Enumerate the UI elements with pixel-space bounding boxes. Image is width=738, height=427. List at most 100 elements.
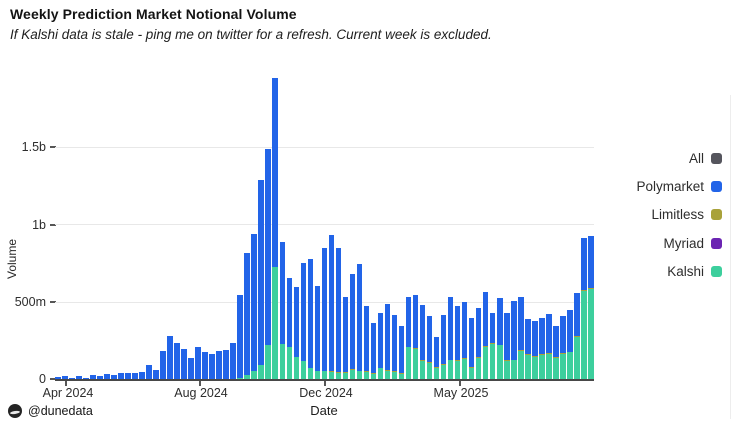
bar-week-73[interactable] <box>560 315 566 380</box>
bar-week-52[interactable] <box>412 294 419 380</box>
bar-week-10[interactable] <box>118 373 124 380</box>
bar-week-12[interactable] <box>132 372 138 380</box>
bar-week-41[interactable] <box>335 248 342 380</box>
bar-week-25[interactable] <box>223 349 229 380</box>
bar-week-54[interactable] <box>426 316 433 380</box>
bar-segment-kalshi <box>244 374 250 380</box>
bar-week-48[interactable] <box>384 304 391 380</box>
bar-week-23[interactable] <box>209 354 215 380</box>
legend-item-all[interactable]: All <box>636 144 722 172</box>
bar-week-27[interactable] <box>237 294 243 380</box>
bar-week-24[interactable] <box>216 351 222 380</box>
bar-week-11[interactable] <box>125 373 131 380</box>
bar-week-77[interactable] <box>588 236 594 380</box>
bar-segment-kalshi <box>300 361 307 380</box>
bar-week-68[interactable] <box>525 319 531 380</box>
bar-week-63[interactable] <box>489 313 496 380</box>
bar-week-34[interactable] <box>286 277 293 380</box>
bar-week-26[interactable] <box>230 342 236 380</box>
bar-segment-limitless <box>468 367 475 369</box>
bar-week-42[interactable] <box>342 297 349 380</box>
bar-week-44[interactable] <box>356 263 363 380</box>
bar-week-43[interactable] <box>349 273 356 380</box>
bar-segment-limitless <box>539 354 545 356</box>
bar-week-7[interactable] <box>97 376 103 380</box>
bar-week-8[interactable] <box>104 374 110 380</box>
bar-segment-polymarket <box>209 354 215 380</box>
bar-week-66[interactable] <box>511 300 517 380</box>
bar-week-70[interactable] <box>539 318 545 380</box>
bar-week-19[interactable] <box>181 349 187 380</box>
bar-week-6[interactable] <box>90 375 96 380</box>
bar-week-39[interactable] <box>321 248 328 380</box>
bar-segment-kalshi <box>546 354 552 380</box>
bar-week-72[interactable] <box>553 325 559 380</box>
bar-week-18[interactable] <box>174 342 180 380</box>
y-tick-mark <box>50 378 56 380</box>
bar-week-60[interactable] <box>468 318 475 380</box>
bar-week-16[interactable] <box>160 351 166 380</box>
bar-week-28[interactable] <box>244 252 250 380</box>
bar-segment-polymarket <box>286 277 293 348</box>
bar-week-37[interactable] <box>307 259 314 380</box>
bar-week-21[interactable] <box>195 346 201 380</box>
bar-week-75[interactable] <box>574 293 580 380</box>
bar-week-45[interactable] <box>363 305 370 380</box>
bar-week-64[interactable] <box>496 297 503 380</box>
bar-week-69[interactable] <box>532 320 538 380</box>
bar-week-46[interactable] <box>370 322 377 380</box>
legend-item-kalshi[interactable]: Kalshi <box>636 258 722 286</box>
bar-week-31[interactable] <box>265 149 271 380</box>
bar-week-9[interactable] <box>111 375 117 380</box>
bar-week-67[interactable] <box>518 297 524 380</box>
bar-week-57[interactable] <box>447 297 454 380</box>
bar-week-4[interactable] <box>76 376 82 380</box>
bar-week-40[interactable] <box>328 235 335 380</box>
bar-week-58[interactable] <box>454 306 461 380</box>
bar-week-55[interactable] <box>433 337 440 380</box>
bar-segment-limitless <box>482 345 489 347</box>
bar-segment-polymarket <box>588 236 594 289</box>
bar-week-3[interactable] <box>69 377 75 380</box>
bar-week-36[interactable] <box>300 262 307 380</box>
bar-week-74[interactable] <box>567 309 573 380</box>
bar-week-76[interactable] <box>581 238 587 380</box>
bar-week-49[interactable] <box>391 314 398 380</box>
bar-week-30[interactable] <box>258 180 264 380</box>
bar-week-2[interactable] <box>62 376 68 380</box>
bar-week-50[interactable] <box>398 325 405 380</box>
bar-segment-kalshi <box>426 362 433 380</box>
bar-week-5[interactable] <box>83 377 89 380</box>
bar-segment-polymarket <box>482 291 489 346</box>
legend-swatch-all <box>711 152 722 164</box>
legend-item-myriad[interactable]: Myriad <box>636 229 722 257</box>
bar-week-65[interactable] <box>504 313 510 380</box>
bar-week-1[interactable] <box>55 377 61 380</box>
bar-week-53[interactable] <box>419 304 426 380</box>
bar-week-56[interactable] <box>440 314 447 380</box>
bar-segment-polymarket <box>461 301 468 359</box>
bar-week-38[interactable] <box>314 286 321 380</box>
bar-week-61[interactable] <box>475 307 482 380</box>
bar-week-35[interactable] <box>293 287 300 380</box>
bar-week-47[interactable] <box>377 312 384 380</box>
x-tick-mark <box>199 381 201 386</box>
bar-week-32[interactable] <box>272 77 278 380</box>
bar-segment-kalshi <box>511 360 517 380</box>
bar-week-15[interactable] <box>153 369 159 380</box>
bar-week-33[interactable] <box>279 242 286 380</box>
legend-item-polymarket[interactable]: Polymarket <box>636 172 722 200</box>
bar-week-14[interactable] <box>146 364 152 380</box>
bar-segment-polymarket <box>532 320 538 356</box>
bar-week-22[interactable] <box>202 352 208 380</box>
legend-item-limitless[interactable]: Limitless <box>636 201 722 229</box>
bar-week-13[interactable] <box>139 371 145 380</box>
bar-week-62[interactable] <box>482 291 489 380</box>
bar-week-71[interactable] <box>546 314 552 380</box>
bar-week-29[interactable] <box>251 234 257 380</box>
bar-week-59[interactable] <box>461 301 468 380</box>
y-tick-500m: 500m <box>14 295 46 309</box>
bar-week-20[interactable] <box>188 358 194 380</box>
bar-week-51[interactable] <box>405 297 412 380</box>
bar-week-17[interactable] <box>167 335 173 380</box>
